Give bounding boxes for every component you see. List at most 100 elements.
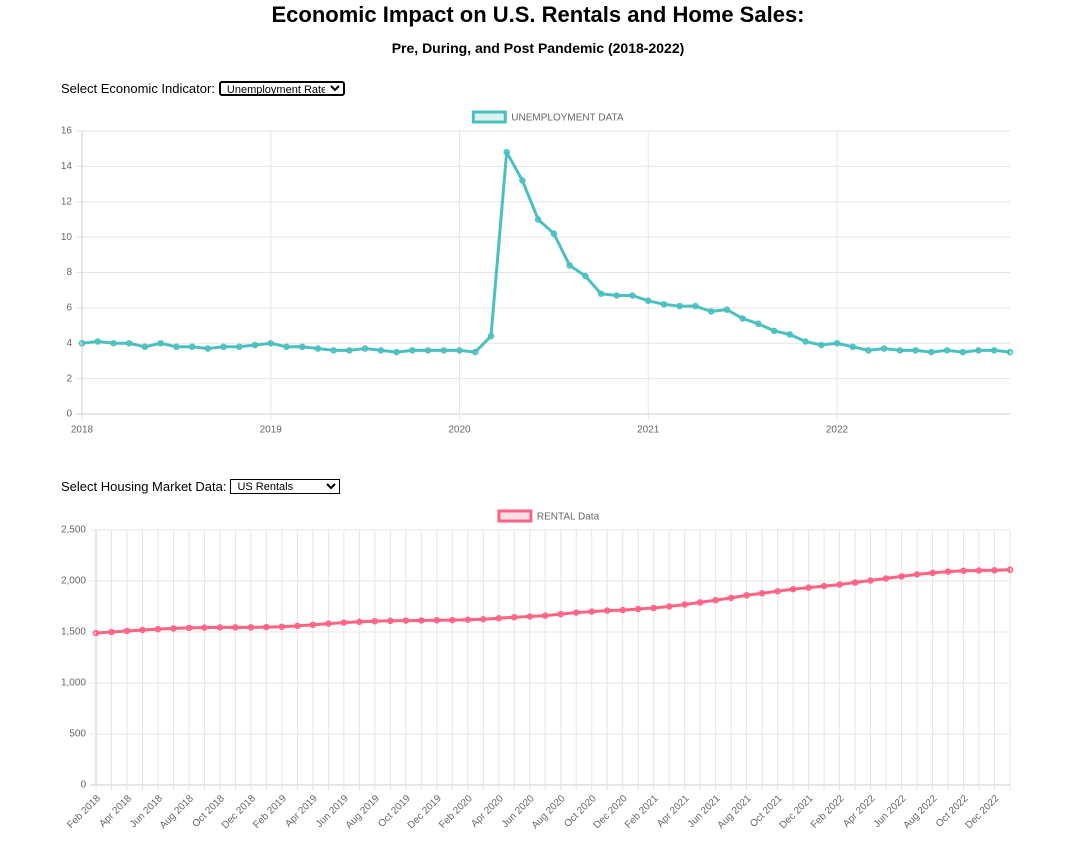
data-point xyxy=(495,614,503,622)
data-point xyxy=(346,347,353,354)
data-point xyxy=(220,343,227,351)
x-tick-label: 2022 xyxy=(826,425,849,436)
data-point xyxy=(944,568,952,575)
data-point xyxy=(975,347,982,354)
data-point xyxy=(314,345,322,352)
x-tick-label: Feb 2019 xyxy=(251,793,289,831)
data-point xyxy=(139,626,146,634)
data-point xyxy=(991,567,998,574)
data-point xyxy=(758,589,766,597)
data-point xyxy=(696,599,704,606)
data-point xyxy=(634,605,642,613)
data-point xyxy=(157,340,164,347)
data-point xyxy=(723,306,731,313)
data-point xyxy=(880,345,888,352)
x-tick-label: Feb 2020 xyxy=(437,793,475,831)
data-point xyxy=(665,603,673,610)
data-point xyxy=(975,567,983,574)
y-tick-label: 4 xyxy=(66,338,72,349)
series-line xyxy=(81,150,1011,354)
data-point xyxy=(278,623,286,630)
x-tick-label: Feb 2021 xyxy=(623,793,661,831)
data-point xyxy=(251,341,259,349)
y-tick-label: 2,500 xyxy=(61,525,86,536)
y-tick-label: 6 xyxy=(66,303,72,314)
data-point xyxy=(588,608,595,615)
data-point xyxy=(712,596,719,604)
data-point xyxy=(409,347,416,354)
data-point xyxy=(836,581,843,588)
data-point xyxy=(805,584,812,591)
data-point xyxy=(774,587,781,595)
data-point xyxy=(519,177,526,184)
y-tick-label: 2,000 xyxy=(61,576,86,587)
y-tick-label: 2 xyxy=(66,373,72,384)
data-point xyxy=(542,612,549,619)
data-point xyxy=(619,606,626,614)
data-point xyxy=(330,347,337,354)
data-point xyxy=(340,619,348,626)
data-point xyxy=(789,585,797,593)
page-subtitle: Pre, During, and Post Pandemic (2018-202… xyxy=(391,40,685,56)
data-point xyxy=(154,625,162,633)
data-point xyxy=(263,623,270,631)
data-point xyxy=(170,625,177,632)
data-point xyxy=(456,347,463,354)
data-point xyxy=(676,302,683,310)
data-point xyxy=(786,331,794,338)
data-point xyxy=(566,262,573,269)
data-point xyxy=(739,315,746,322)
data-point xyxy=(898,573,905,580)
data-point xyxy=(487,332,495,340)
data-point xyxy=(298,343,306,351)
data-point xyxy=(526,613,534,620)
x-tick-label: 2019 xyxy=(260,425,283,436)
data-point xyxy=(960,567,967,575)
data-point xyxy=(424,347,432,354)
data-point xyxy=(267,340,274,347)
data-point xyxy=(464,616,472,624)
housing-label: Select Housing Market Data: xyxy=(61,479,227,494)
data-point xyxy=(356,618,363,626)
legend-swatch xyxy=(471,110,507,124)
data-point xyxy=(236,343,243,351)
data-point xyxy=(185,624,193,632)
data-point xyxy=(201,624,208,631)
data-point xyxy=(755,320,762,328)
data-point xyxy=(557,610,564,618)
data-point xyxy=(629,292,636,299)
data-point xyxy=(534,216,542,223)
data-point xyxy=(959,348,967,356)
data-point xyxy=(650,604,657,612)
x-tick-label: Aug 2019 xyxy=(344,793,382,831)
data-point xyxy=(418,617,425,624)
data-point xyxy=(912,347,919,354)
data-point xyxy=(613,292,621,299)
data-point xyxy=(94,338,101,345)
housing-select[interactable]: US Rentals xyxy=(230,479,341,494)
data-point xyxy=(603,607,611,614)
indicator-select[interactable]: Unemployment Rate xyxy=(218,81,345,96)
x-tick-label: 2020 xyxy=(448,425,471,436)
data-point xyxy=(503,148,510,156)
data-point xyxy=(943,347,951,354)
data-point xyxy=(1006,348,1014,356)
data-point xyxy=(393,348,400,356)
data-point xyxy=(433,617,441,624)
data-point xyxy=(928,348,935,356)
data-point xyxy=(1006,566,1014,574)
data-point xyxy=(204,345,212,352)
data-point xyxy=(692,302,699,310)
data-point xyxy=(820,582,828,590)
y-tick-label: 0 xyxy=(80,780,86,791)
data-point xyxy=(294,622,301,630)
data-point xyxy=(882,575,890,582)
data-point xyxy=(550,230,558,237)
indicator-label: Select Economic Indicator: xyxy=(61,81,215,96)
x-tick-label: 2021 xyxy=(637,425,660,436)
x-tick-label: Aug 2018 xyxy=(158,793,196,831)
y-tick-label: 12 xyxy=(61,196,73,207)
data-point xyxy=(78,340,86,347)
data-point xyxy=(849,343,856,351)
